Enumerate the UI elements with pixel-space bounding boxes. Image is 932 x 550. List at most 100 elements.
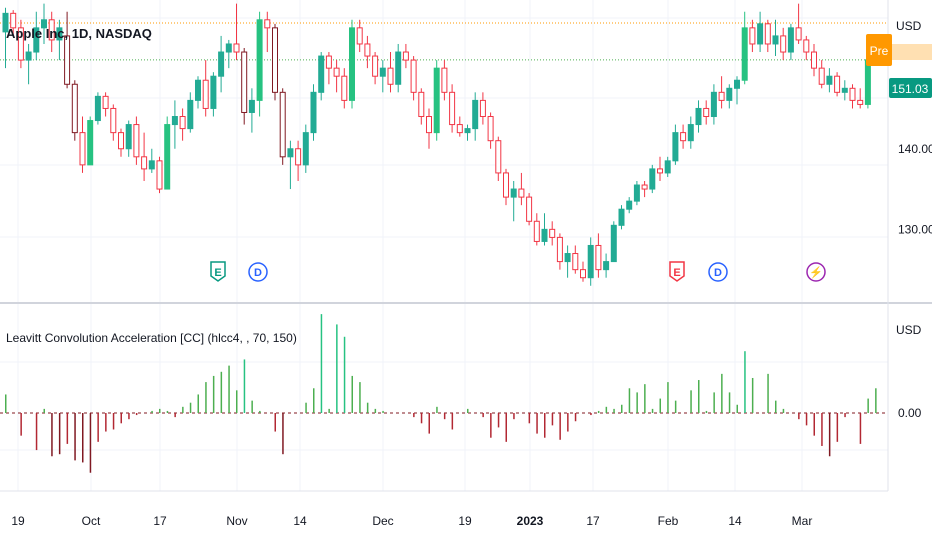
histogram-bar — [782, 408, 785, 413]
candle — [633, 180, 640, 206]
candle — [795, 3, 802, 44]
candle — [857, 88, 864, 109]
candle — [787, 23, 794, 61]
pre-price-tag — [892, 44, 932, 60]
candle-body — [618, 208, 625, 226]
candle — [48, 11, 55, 53]
candle-body — [202, 79, 209, 109]
candle-body — [325, 55, 332, 69]
histogram-bar — [605, 406, 608, 413]
candle — [387, 52, 394, 93]
candle — [757, 11, 764, 53]
histogram-bar — [867, 398, 869, 413]
candle — [479, 92, 486, 125]
histogram-bar — [828, 413, 831, 457]
candle — [657, 156, 663, 181]
candle-body — [503, 172, 509, 198]
candle-body — [572, 253, 579, 271]
candle-body — [395, 51, 402, 85]
last-price-value: 151.03 — [892, 82, 929, 96]
event-marker-label: ⚡ — [809, 266, 823, 279]
candle — [518, 172, 525, 206]
histogram-bar — [197, 394, 199, 413]
candle — [680, 124, 687, 149]
candle-body — [549, 228, 556, 238]
candle-body — [595, 244, 602, 271]
candle-body — [256, 19, 263, 101]
candle — [110, 104, 117, 141]
histogram-bar — [798, 413, 800, 420]
histogram-bar — [313, 388, 315, 413]
dividend-icon: D — [708, 262, 728, 282]
candle-body — [33, 27, 40, 53]
candle — [56, 19, 63, 61]
histogram-bar — [151, 410, 153, 413]
candle — [272, 23, 278, 101]
candle-body — [210, 75, 217, 109]
histogram-bar — [574, 413, 577, 422]
candle-body — [757, 23, 764, 45]
candle — [79, 116, 86, 173]
histogram-bar — [544, 413, 546, 438]
candle-body — [649, 168, 656, 190]
candle-body — [657, 168, 663, 174]
candle-body — [687, 124, 694, 142]
candle-body — [295, 148, 302, 166]
candle — [433, 60, 440, 141]
histogram-bar — [112, 413, 115, 430]
candle — [125, 120, 132, 157]
candle-body — [564, 253, 571, 263]
histogram-bar — [451, 413, 454, 430]
candle — [526, 193, 533, 226]
time-tick-label: 2023 — [517, 514, 544, 528]
candle-body — [141, 156, 148, 170]
time-tick-label: 14 — [728, 514, 742, 528]
candle — [372, 52, 379, 85]
dividend-icon: D — [248, 262, 268, 282]
candle-body — [25, 51, 32, 61]
histogram-bar — [813, 413, 815, 436]
candle — [834, 72, 841, 97]
candle-body — [741, 27, 748, 81]
candle — [741, 11, 748, 85]
candle-body — [849, 87, 856, 101]
candle-body — [441, 67, 448, 93]
candle-body — [726, 87, 733, 101]
histogram-bar — [320, 314, 323, 413]
candle-body — [456, 124, 463, 134]
candle — [780, 27, 787, 61]
candle — [302, 124, 309, 173]
candle — [703, 100, 710, 125]
event-markers: E D E D ⚡ — [210, 261, 826, 282]
candle-body — [541, 228, 548, 242]
candle — [641, 180, 648, 198]
candle-body — [318, 55, 325, 93]
histogram-bar — [628, 388, 631, 413]
candle — [395, 43, 402, 93]
candle — [818, 60, 825, 89]
candle — [156, 156, 163, 194]
candle — [610, 221, 617, 263]
pre-market-badge: Pre — [866, 34, 932, 66]
histogram-bar — [243, 359, 246, 413]
candle — [549, 221, 556, 246]
indicator-histogram — [0, 314, 888, 473]
price-axis[interactable]: USD USD Pre 151.03 140.00 130.00 0.00 — [866, 19, 932, 420]
price-tick-label: 130.00 — [898, 222, 932, 236]
candle — [25, 43, 32, 85]
candle — [503, 168, 509, 206]
candle-body — [402, 51, 409, 61]
candle-body — [87, 120, 94, 166]
candle-body — [341, 75, 348, 101]
candle-body — [772, 35, 779, 45]
candle-body — [287, 148, 294, 158]
candle-body — [841, 87, 848, 93]
histogram-bar — [189, 402, 192, 413]
indicator-zero-label: 0.00 — [898, 406, 922, 420]
candle-body — [641, 184, 648, 190]
candle-body — [626, 200, 633, 210]
candle-body — [495, 140, 502, 174]
time-axis[interactable]: 19 Oct 17 Nov 14 Dec 19 2023 17 Feb 14 Mar — [11, 514, 812, 528]
candle — [603, 253, 610, 278]
